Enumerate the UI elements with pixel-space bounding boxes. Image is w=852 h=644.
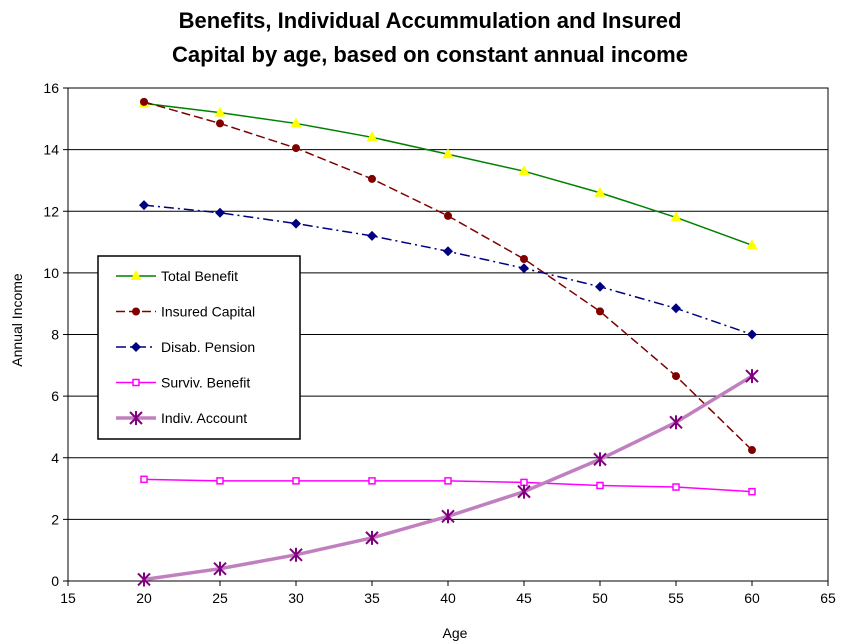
x-axis-label: Age (443, 625, 468, 641)
legend-label: Insured Capital (161, 304, 255, 320)
data-point-indiv-account (213, 561, 227, 576)
data-point-insured-capital (748, 446, 756, 455)
data-point-insured-capital (596, 307, 604, 316)
series-total-benefit (138, 97, 758, 250)
data-point-surviv-benefit (444, 477, 452, 485)
data-point-indiv-account (289, 547, 303, 562)
x-tick-label: 20 (136, 590, 152, 606)
y-tick-label: 2 (51, 511, 59, 527)
data-point-disab-pension (747, 329, 757, 340)
y-tick-label: 0 (51, 573, 59, 589)
x-tick-label: 15 (60, 590, 76, 606)
data-point-total-benefit (670, 211, 682, 222)
data-point-surviv-benefit (596, 481, 604, 490)
data-point-surviv-benefit (292, 477, 300, 485)
legend-label: Disab. Pension (161, 339, 255, 355)
series-disab-pension (139, 200, 757, 340)
data-point-disab-pension (595, 281, 605, 292)
y-tick-label: 14 (43, 142, 59, 158)
data-point-total-benefit (594, 186, 606, 197)
data-point-insured-capital (520, 255, 528, 264)
legend-label: Indiv. Account (161, 410, 247, 426)
data-point-surviv-benefit (672, 483, 680, 491)
x-tick-label: 50 (592, 590, 608, 606)
data-point-total-benefit (290, 117, 302, 128)
data-point-disab-pension (671, 303, 681, 314)
x-tick-label: 65 (820, 590, 836, 606)
data-point-disab-pension (443, 246, 453, 257)
x-tick-label: 60 (744, 590, 760, 606)
legend-marker (131, 342, 141, 352)
data-point-surviv-benefit (368, 477, 376, 485)
chart-title-line-2: Capital by age, based on constant annual… (172, 42, 688, 67)
x-tick-label: 30 (288, 590, 304, 606)
legend-label: Surviv. Benefit (161, 375, 250, 391)
series-lines (137, 97, 759, 587)
data-point-surviv-benefit (748, 487, 756, 496)
x-tick-label: 55 (668, 590, 684, 606)
data-point-total-benefit (214, 106, 226, 117)
data-point-total-benefit (518, 165, 530, 176)
legend-marker (132, 378, 140, 387)
legend-item-indiv-account: Indiv. Account (116, 410, 247, 426)
legend-item-total-benefit: Total Benefit (116, 268, 238, 284)
legend-item-surviv-benefit: Surviv. Benefit (116, 375, 250, 391)
y-tick-label: 8 (51, 327, 59, 343)
data-point-disab-pension (519, 263, 529, 274)
data-point-indiv-account (137, 572, 151, 587)
data-point-indiv-account (745, 369, 759, 384)
data-point-surviv-benefit (140, 475, 148, 484)
data-point-indiv-account (669, 415, 683, 430)
data-point-disab-pension (291, 218, 301, 229)
axes: 0 2 4 6 8 10 12 14 16 15 20 25 30 35 40 45 50 55 60 65 (43, 80, 836, 606)
legend-item-disab-pension: Disab. Pension (116, 339, 255, 355)
data-point-disab-pension (139, 200, 149, 211)
y-tick-label: 12 (43, 203, 59, 219)
y-tick-label: 10 (43, 265, 59, 281)
legend-marker (129, 411, 143, 425)
chart-title: Benefits, Individual Accummulation and I… (172, 8, 688, 67)
x-tick-label: 35 (364, 590, 380, 606)
data-point-disab-pension (367, 230, 377, 241)
data-point-total-benefit (746, 239, 758, 250)
legend-marker (130, 270, 142, 280)
data-point-indiv-account (365, 530, 379, 545)
x-tick-label: 40 (440, 590, 456, 606)
data-point-disab-pension (215, 207, 225, 218)
data-point-insured-capital (672, 372, 680, 381)
data-point-total-benefit (366, 131, 378, 142)
x-tick-label: 45 (516, 590, 532, 606)
data-point-indiv-account (441, 509, 455, 524)
legend: Total Benefit Insured Capital Disab. Pensi… (97, 255, 301, 440)
data-point-insured-capital (444, 211, 452, 220)
y-tick-label: 16 (43, 80, 59, 96)
legend-marker (132, 307, 140, 316)
data-point-surviv-benefit (520, 478, 528, 487)
legend-item-insured-capital: Insured Capital (116, 304, 255, 320)
y-axis-label: Annual Income (9, 273, 25, 367)
chart-title-line-1: Benefits, Individual Accummulation and I… (179, 8, 682, 33)
x-tick-label: 25 (212, 590, 228, 606)
y-tick-label: 6 (51, 388, 59, 404)
data-point-indiv-account (517, 484, 531, 499)
legend-label: Total Benefit (161, 268, 238, 284)
data-point-insured-capital (368, 174, 376, 183)
data-point-surviv-benefit (216, 477, 224, 485)
y-tick-label: 4 (51, 450, 59, 466)
data-point-insured-capital (216, 119, 224, 128)
data-point-indiv-account (593, 452, 607, 467)
series-insured-capital (140, 97, 756, 455)
series-indiv-account (137, 369, 759, 587)
series-line-total-benefit (143, 102, 753, 246)
data-point-insured-capital (292, 144, 300, 153)
data-point-insured-capital (140, 97, 148, 106)
data-point-total-benefit (442, 148, 454, 159)
series-surviv-benefit (140, 475, 756, 496)
